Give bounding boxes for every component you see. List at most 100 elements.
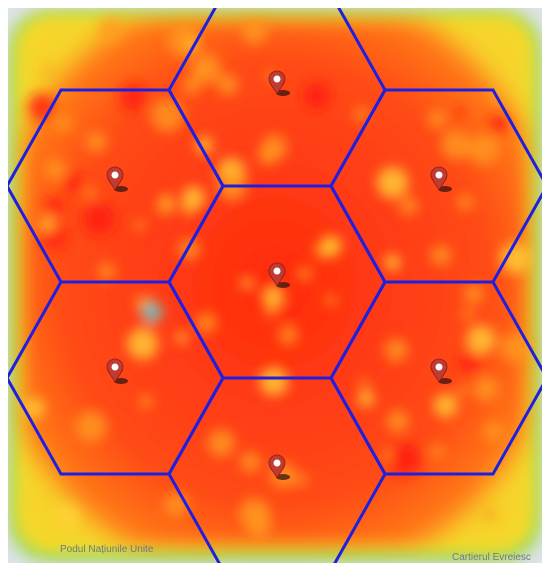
- heat-spot: [84, 187, 96, 199]
- marker: [106, 358, 128, 384]
- place-label: Podul Națiunile Unite: [60, 544, 154, 555]
- heat-spot: [245, 512, 272, 539]
- marker-shadow: [438, 378, 452, 384]
- marker-dot: [273, 459, 281, 467]
- heat-spot: [459, 350, 482, 372]
- hexagon: [329, 280, 542, 476]
- heat-spot: [44, 158, 67, 181]
- heat-spot: [483, 508, 497, 522]
- heat-spot: [98, 17, 124, 43]
- heat-spot: [457, 194, 474, 211]
- hex-grid: [8, 8, 542, 563]
- heat-spot: [294, 473, 308, 487]
- heat-spot: [430, 444, 444, 459]
- heat-spot: [196, 64, 210, 78]
- hexagon: [8, 280, 225, 476]
- heat-spot: [278, 307, 294, 323]
- heat-spot: [441, 129, 472, 160]
- heat-spot: [325, 294, 337, 306]
- heat-spot: [386, 410, 409, 433]
- heat-spot: [453, 108, 464, 119]
- marker-dot: [435, 363, 443, 371]
- heat-spot: [262, 284, 285, 308]
- heat-spot: [119, 83, 147, 111]
- heat-spot: [384, 338, 408, 362]
- marker-pin: [106, 358, 124, 383]
- heat-spot: [473, 375, 499, 402]
- heat-spot: [488, 114, 509, 135]
- heat-spot: [63, 172, 84, 193]
- heat-spot: [278, 325, 298, 345]
- heat-spot: [98, 262, 116, 281]
- heat-spot: [240, 451, 261, 473]
- heat-spot: [499, 242, 531, 274]
- heat-spot: [150, 98, 185, 133]
- heat-spot: [241, 277, 254, 290]
- marker-pin: [268, 262, 286, 287]
- marker-pin: [106, 166, 124, 191]
- heat-spot: [75, 410, 108, 443]
- heat-spot: [156, 197, 175, 216]
- marker-shadow: [114, 186, 128, 192]
- heat-spot: [45, 196, 65, 216]
- heat-spot: [86, 131, 108, 153]
- heat-spot: [358, 378, 370, 389]
- heat-spot: [303, 82, 331, 110]
- marker-shadow: [276, 90, 290, 96]
- heat-spot: [133, 219, 145, 231]
- marker: [106, 166, 128, 192]
- heat-spot: [176, 331, 188, 344]
- heat-spot: [483, 421, 504, 442]
- heat-spot: [181, 186, 206, 210]
- marker: [268, 454, 290, 480]
- heat-spot: [466, 325, 496, 355]
- heat-spot: [207, 429, 236, 457]
- heat-spot: [216, 73, 239, 96]
- heat-spot: [297, 266, 312, 281]
- marker: [430, 166, 452, 192]
- map-area: Podul Națiunile Unite Cartierul Evreiesc: [8, 8, 542, 563]
- heat-spot: [376, 166, 409, 199]
- heat-spot: [83, 202, 116, 235]
- heat-spot: [182, 77, 201, 96]
- heat-spot: [357, 390, 375, 407]
- heat-spot: [381, 450, 393, 461]
- marker-shadow: [276, 282, 290, 288]
- heat-spot: [259, 366, 289, 396]
- heat-spot: [389, 442, 423, 476]
- marker-dot: [273, 75, 281, 83]
- heat-spot: [40, 217, 55, 232]
- heat-spot: [463, 284, 485, 305]
- marker-dot: [273, 267, 281, 275]
- heat-spot: [354, 106, 370, 122]
- heat-spot: [462, 308, 475, 321]
- heat-spot: [456, 385, 469, 397]
- heat-spot: [127, 328, 159, 360]
- heat-spot: [147, 307, 157, 317]
- marker-shadow: [276, 474, 290, 480]
- heat-spot: [257, 145, 278, 166]
- heat-spot: [399, 196, 418, 216]
- heat-spot: [43, 65, 54, 77]
- heat-spot: [55, 504, 79, 529]
- marker-dot: [111, 171, 119, 179]
- place-label: Cartierul Evreiesc: [452, 552, 531, 563]
- heat-spot: [139, 394, 153, 409]
- heat-spot: [500, 332, 531, 363]
- marker-pin: [268, 454, 286, 479]
- marker-shadow: [114, 378, 128, 384]
- heat-spot: [384, 254, 401, 271]
- marker-dot: [435, 171, 443, 179]
- heat-spot: [242, 19, 268, 45]
- marker-shadow: [438, 186, 452, 192]
- marker: [268, 262, 290, 288]
- marker-pin: [430, 166, 448, 191]
- heat-spot: [468, 133, 500, 165]
- marker-pin: [268, 70, 286, 95]
- heat-spots: [23, 17, 531, 539]
- heat-spot: [427, 110, 446, 129]
- marker-dot: [111, 363, 119, 371]
- heat-spot: [54, 114, 73, 132]
- heat-spot: [433, 393, 458, 418]
